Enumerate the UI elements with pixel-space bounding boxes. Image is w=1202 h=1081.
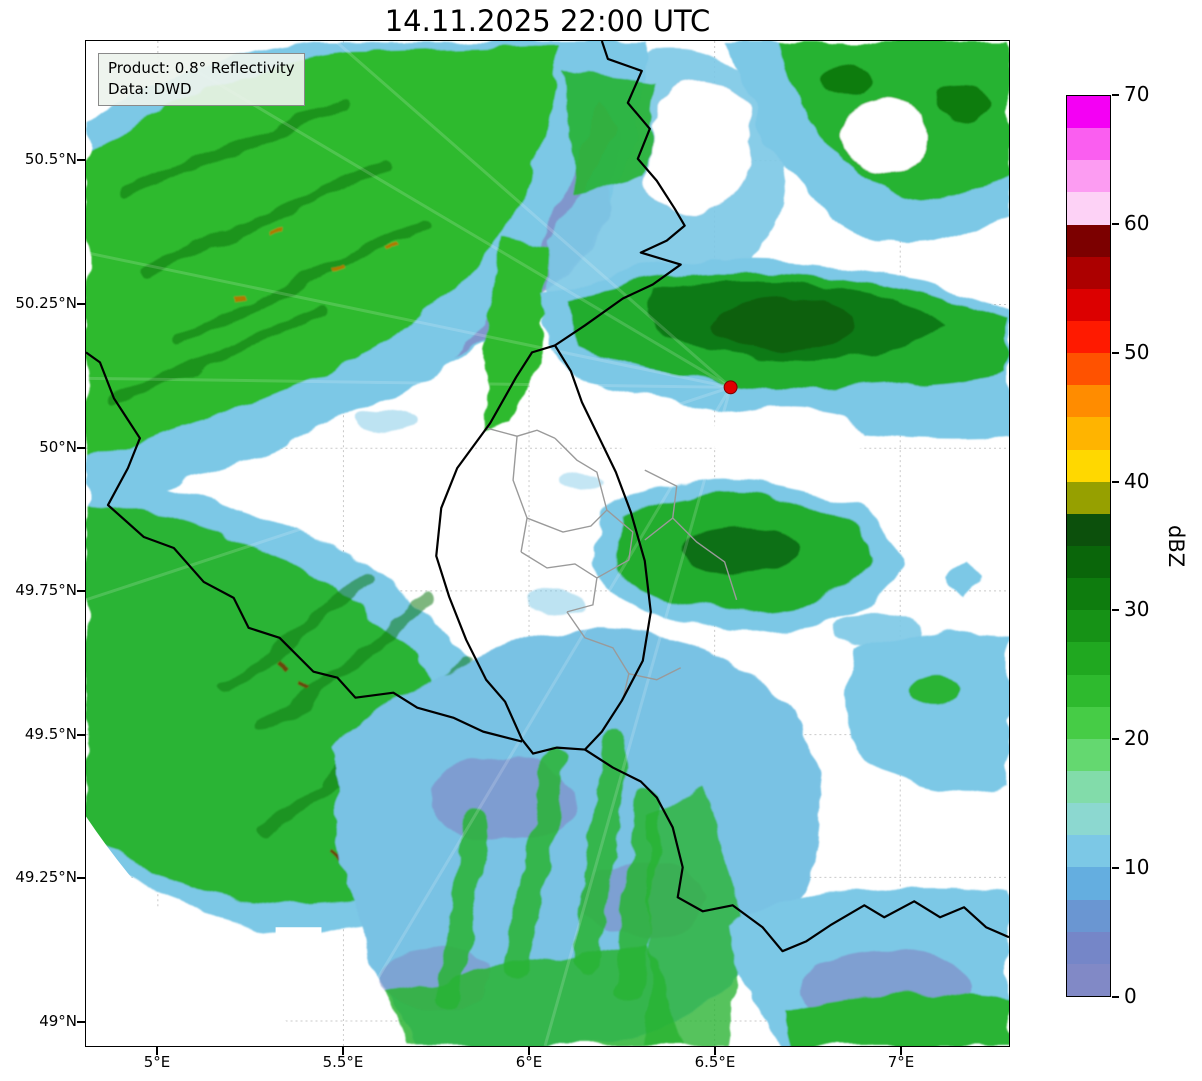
y-axis-tick-label: 49.75°N (15, 581, 77, 599)
colorbar-segment (1067, 738, 1110, 771)
colorbar-segment (1067, 96, 1110, 129)
colorbar-tick-label: 70 (1124, 82, 1150, 106)
colorbar-tick-mark (1112, 996, 1119, 998)
y-axis-tick-mark (77, 877, 85, 879)
colorbar-gradient (1067, 96, 1110, 996)
colorbar-segment (1067, 770, 1110, 804)
colorbar-segment (1067, 674, 1110, 707)
clutter-specks (227, 230, 397, 305)
x-axis-tick-label: 5°E (143, 1053, 171, 1071)
colorbar-segment (1067, 417, 1110, 450)
colorbar-segment (1067, 224, 1110, 257)
colorbar (1066, 95, 1111, 997)
colorbar-tick-label: 30 (1124, 597, 1150, 622)
colorbar-segment (1067, 642, 1110, 675)
district-borders (486, 427, 738, 700)
colorbar-segment (1067, 192, 1110, 225)
colorbar-tick-label: 40 (1124, 468, 1150, 493)
colorbar-tick-label: 10 (1124, 855, 1150, 880)
colorbar-tick-mark (1112, 738, 1119, 741)
colorbar-segment (1067, 867, 1110, 900)
y-axis-tick-mark (77, 447, 85, 449)
colorbar-tick-label: 20 (1124, 726, 1150, 751)
y-axis-tick-label: 50.5°N (24, 150, 77, 168)
colorbar-segment (1067, 931, 1110, 964)
colorbar-tick-mark (1112, 480, 1119, 483)
x-axis-tick-mark (900, 1047, 902, 1055)
colorbar-segment (1067, 385, 1110, 418)
colorbar-segment (1067, 288, 1110, 321)
colorbar-segment (1067, 545, 1110, 579)
country-borders (86, 41, 1009, 953)
y-axis-tick-mark (77, 1021, 85, 1023)
y-axis-tick-label: 50.25°N (15, 294, 77, 312)
map-plot: Product: 0.8° Reflectivity Data: DWD (85, 40, 1010, 1047)
colorbar-segment (1067, 160, 1110, 193)
product-info-box: Product: 0.8° Reflectivity Data: DWD (98, 53, 305, 106)
colorbar-segment (1067, 963, 1110, 996)
colorbar-segment (1067, 256, 1110, 289)
x-axis-tick-label: 7°E (887, 1053, 915, 1071)
x-axis-tick-label: 5.5°E (322, 1053, 364, 1071)
x-axis-tick-mark (156, 1047, 158, 1055)
data-source-label: Data: DWD (108, 80, 192, 98)
y-axis-tick-label: 49.25°N (15, 868, 77, 886)
y-axis-tick-label: 49°N (39, 1012, 77, 1030)
x-axis-tick-mark (714, 1047, 716, 1055)
colorbar-segment (1067, 610, 1110, 643)
colorbar-tick-mark (1112, 609, 1119, 612)
radar-map-svg (86, 41, 1009, 1046)
y-axis-tick-label: 49.5°N (24, 725, 77, 743)
colorbar-tick-mark (1112, 351, 1119, 354)
colorbar-segment (1067, 899, 1110, 932)
y-axis-tick-mark (77, 303, 85, 305)
colorbar-segment (1067, 481, 1110, 514)
colorbar-segment (1067, 513, 1110, 546)
colorbar-segment (1067, 706, 1110, 739)
y-axis-tick-mark (77, 590, 85, 592)
range-limit-corner (86, 816, 324, 1046)
colorbar-segment (1067, 803, 1110, 836)
colorbar-tick-mark (1112, 222, 1119, 225)
x-axis-tick-label: 6°E (515, 1053, 543, 1071)
colorbar-tick-label: 60 (1124, 210, 1150, 235)
colorbar-segment (1067, 128, 1110, 161)
colorbar-tick-mark (1112, 867, 1119, 870)
colorbar-segment (1067, 835, 1110, 868)
y-axis-tick-mark (77, 159, 85, 161)
y-axis-tick-label: 50°N (39, 438, 77, 456)
colorbar-unit-label: dBZ (1164, 524, 1188, 568)
product-label: Product: 0.8° Reflectivity (108, 59, 295, 77)
plot-title: 14.11.2025 22:00 UTC (384, 4, 711, 38)
colorbar-segment (1067, 320, 1110, 354)
radar-echo-field (86, 41, 1009, 1046)
colorbar-tick-mark (1112, 94, 1119, 96)
colorbar-segment (1067, 578, 1110, 611)
x-axis-tick-mark (342, 1047, 344, 1055)
colorbar-tick-label: 50 (1124, 339, 1150, 364)
y-axis-tick-mark (77, 734, 85, 736)
echo-gap (275, 927, 322, 970)
colorbar-tick-label: 0 (1124, 984, 1137, 1008)
x-axis-tick-label: 6.5°E (694, 1053, 736, 1071)
colorbar-segment (1067, 353, 1110, 386)
radar-site-marker (723, 380, 738, 395)
colorbar-segment (1067, 449, 1110, 482)
x-axis-tick-mark (528, 1047, 530, 1055)
